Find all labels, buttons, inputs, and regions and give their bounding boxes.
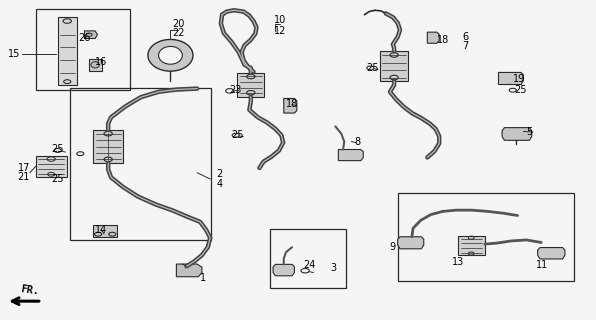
Text: 14: 14 <box>95 225 107 236</box>
Polygon shape <box>427 32 439 43</box>
Text: 15: 15 <box>8 49 21 59</box>
Text: 8: 8 <box>354 137 361 147</box>
Text: 1: 1 <box>200 273 206 283</box>
Polygon shape <box>284 99 297 113</box>
Polygon shape <box>176 264 202 277</box>
Polygon shape <box>502 128 532 140</box>
Polygon shape <box>36 156 67 178</box>
Ellipse shape <box>91 62 100 68</box>
Text: 4: 4 <box>216 179 223 189</box>
Polygon shape <box>339 149 363 161</box>
Polygon shape <box>498 72 523 84</box>
Text: 3: 3 <box>331 263 337 273</box>
Text: 21: 21 <box>18 172 30 182</box>
Text: 18: 18 <box>437 35 449 45</box>
Polygon shape <box>380 51 408 81</box>
Bar <box>70 88 211 240</box>
Polygon shape <box>273 264 294 276</box>
Text: 26: 26 <box>78 33 91 43</box>
Polygon shape <box>148 39 193 71</box>
Polygon shape <box>398 237 424 249</box>
Text: 2: 2 <box>216 169 223 179</box>
Text: 11: 11 <box>536 260 548 270</box>
Text: 25: 25 <box>514 85 527 95</box>
Polygon shape <box>458 236 485 255</box>
Text: 20: 20 <box>172 19 184 28</box>
Circle shape <box>226 89 234 93</box>
Text: 24: 24 <box>304 260 316 270</box>
Text: 9: 9 <box>390 242 396 252</box>
Polygon shape <box>94 130 123 163</box>
Text: 25: 25 <box>231 130 244 140</box>
Text: FR.: FR. <box>20 284 40 297</box>
Text: 25: 25 <box>51 144 64 154</box>
Circle shape <box>509 88 516 92</box>
Bar <box>36 9 129 90</box>
Text: 17: 17 <box>18 163 30 173</box>
Circle shape <box>301 268 309 273</box>
Circle shape <box>367 66 374 70</box>
Polygon shape <box>89 59 102 70</box>
Text: 10: 10 <box>274 15 286 25</box>
Circle shape <box>166 40 175 44</box>
Text: 5: 5 <box>526 127 532 137</box>
Polygon shape <box>58 17 77 85</box>
Polygon shape <box>94 225 117 237</box>
Text: 12: 12 <box>274 26 287 36</box>
Text: 25: 25 <box>51 174 64 184</box>
Text: 23: 23 <box>229 85 242 95</box>
Circle shape <box>232 133 239 137</box>
Polygon shape <box>538 248 565 259</box>
Text: 16: 16 <box>95 57 107 67</box>
Text: 19: 19 <box>513 74 525 84</box>
Text: 6: 6 <box>462 32 468 42</box>
Text: 13: 13 <box>452 257 464 267</box>
Text: 7: 7 <box>462 41 468 51</box>
Polygon shape <box>159 46 182 64</box>
Text: 22: 22 <box>172 28 184 38</box>
Bar <box>398 193 575 281</box>
Polygon shape <box>85 31 98 38</box>
Polygon shape <box>237 73 264 97</box>
Text: 25: 25 <box>366 63 378 73</box>
Text: 18: 18 <box>286 100 298 109</box>
Bar <box>270 229 346 288</box>
